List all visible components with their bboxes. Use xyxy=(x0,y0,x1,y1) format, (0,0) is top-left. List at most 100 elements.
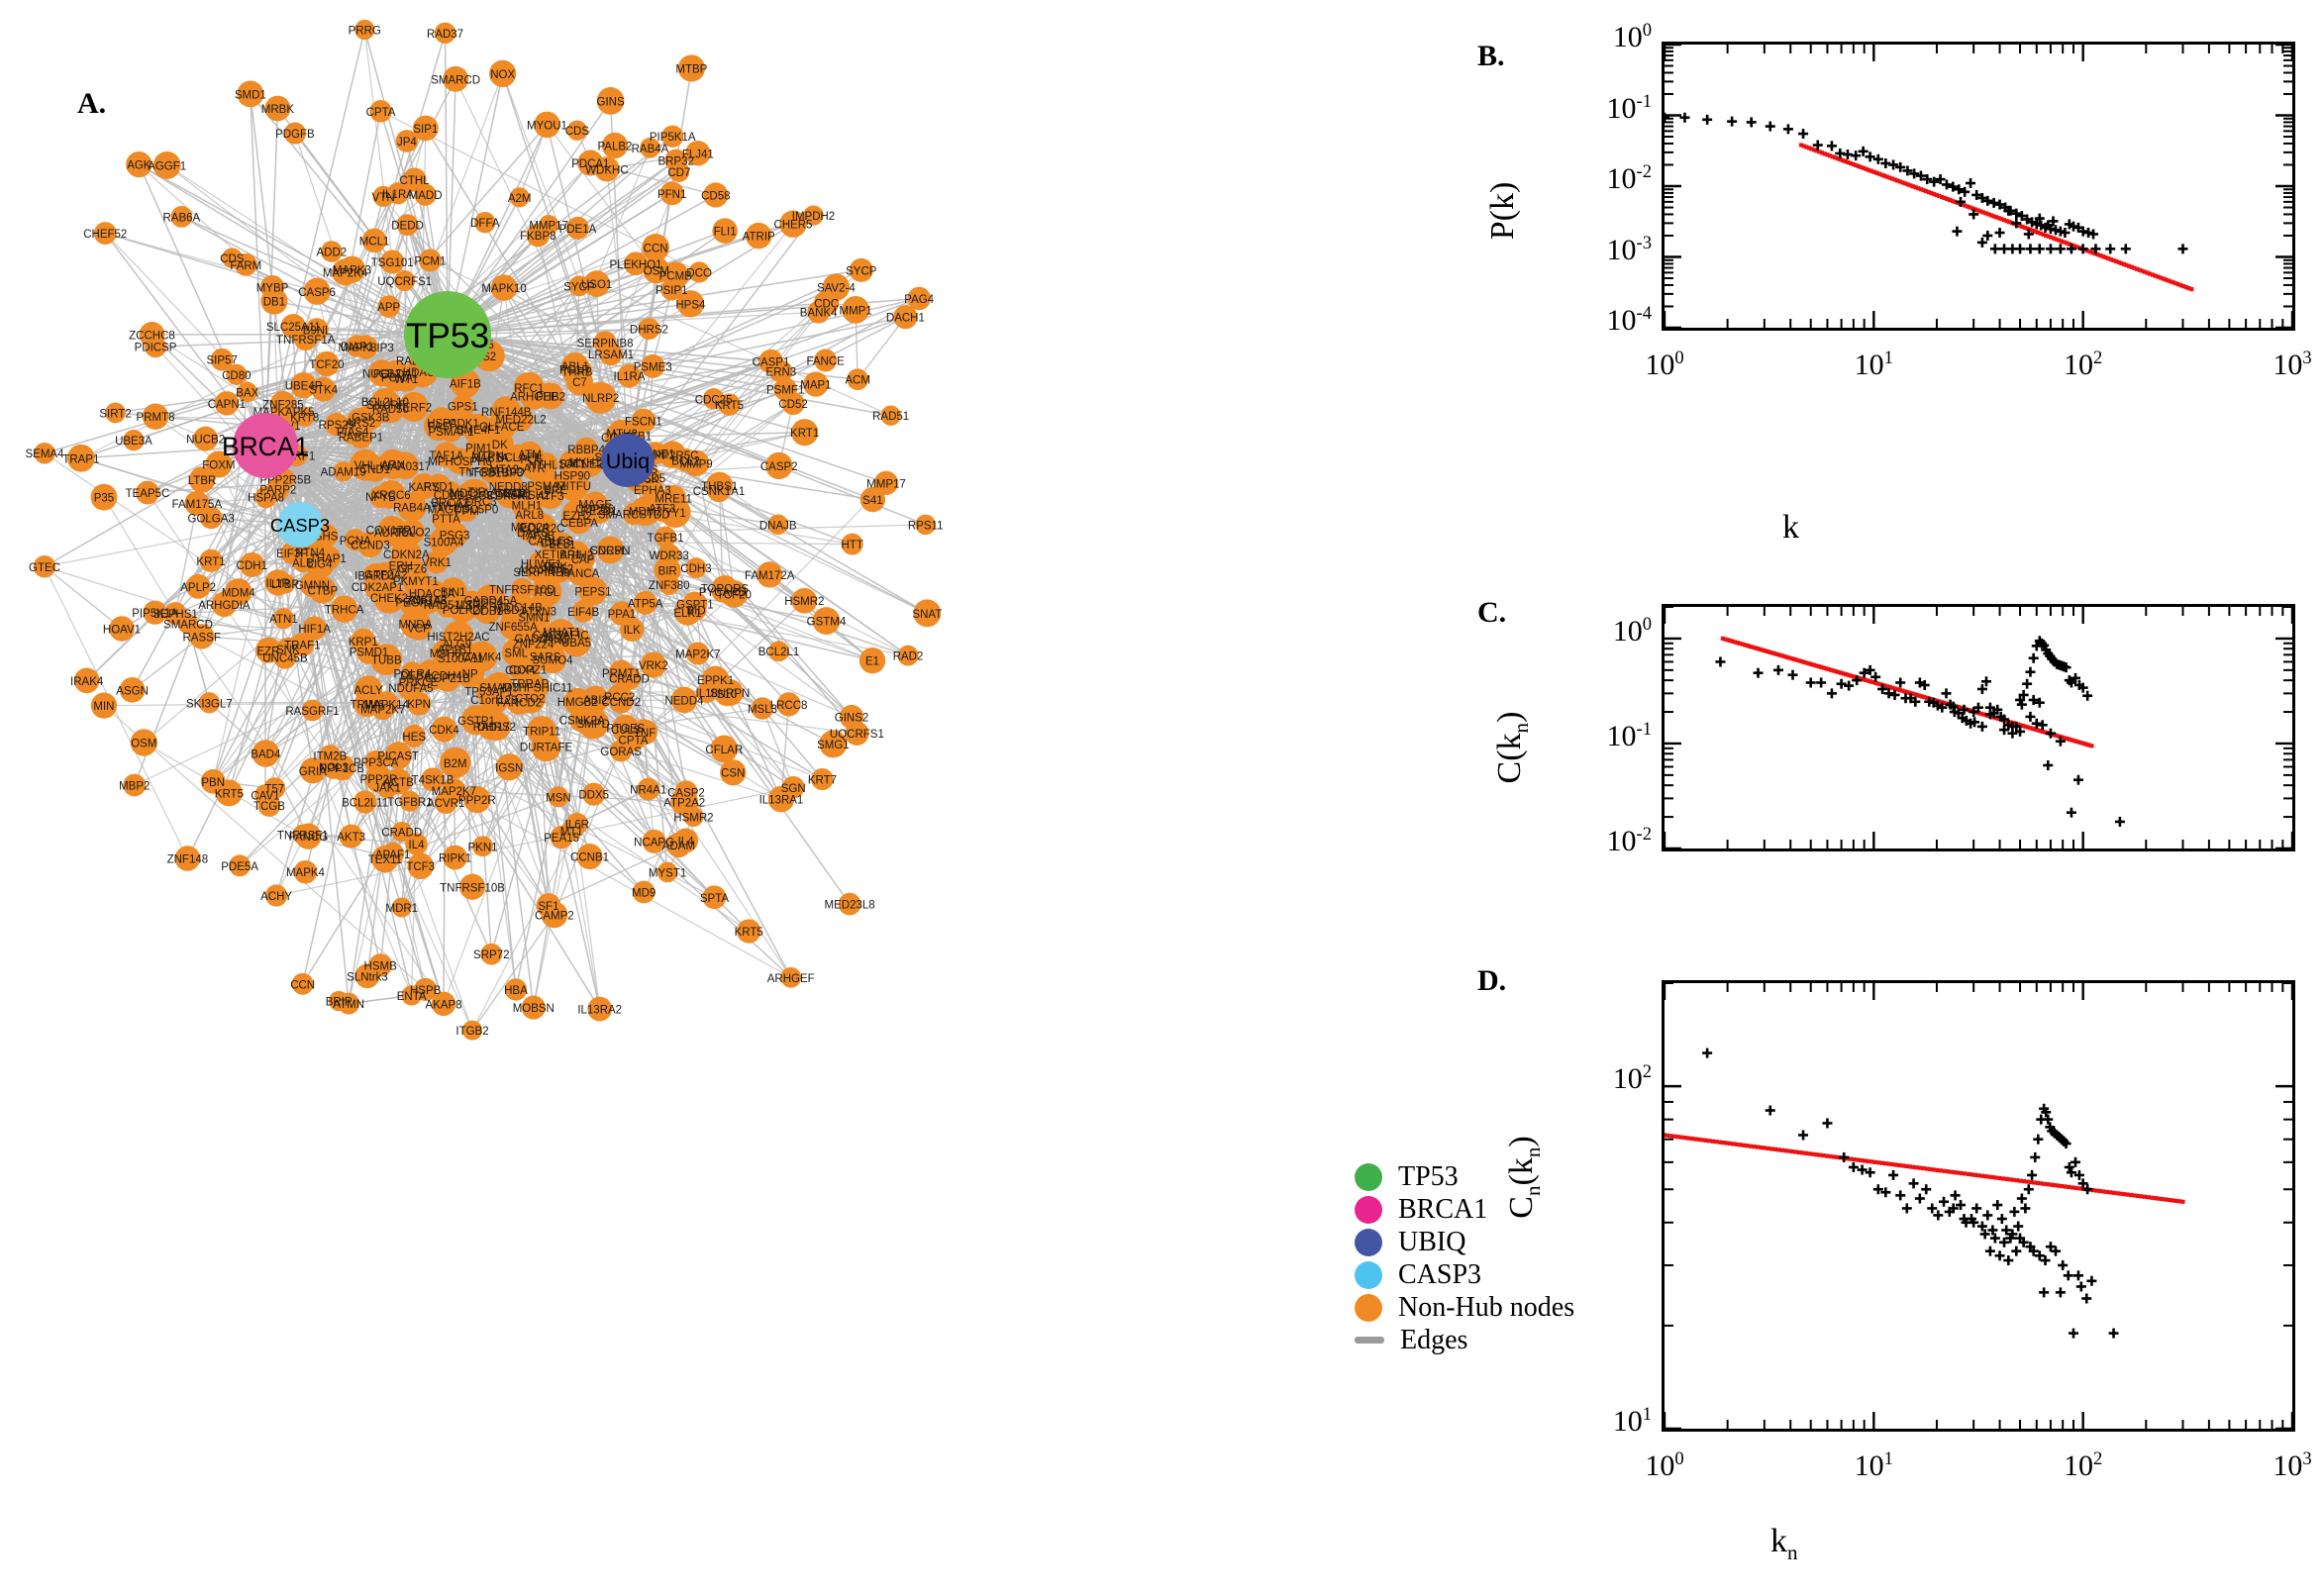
svg-text:USP2: USP2 xyxy=(456,600,486,612)
svg-text:SMG1: SMG1 xyxy=(817,740,850,751)
svg-text:RPS29: RPS29 xyxy=(319,420,354,432)
svg-text:GTF2A2: GTF2A2 xyxy=(364,570,407,582)
panel-b-plot-area xyxy=(1662,42,2295,331)
svg-text:PPP3CA: PPP3CA xyxy=(354,757,399,769)
svg-text:NEDD8: NEDD8 xyxy=(489,482,528,494)
svg-text:BIN1: BIN1 xyxy=(441,587,466,599)
svg-text:TNF: TNF xyxy=(634,728,656,740)
svg-text:TRIP11: TRIP11 xyxy=(523,726,560,738)
svg-text:RABEP1: RABEP1 xyxy=(339,432,383,444)
svg-text:DNAJB: DNAJB xyxy=(759,520,797,532)
svg-text:SMD1: SMD1 xyxy=(235,89,266,101)
network-node-labels: ARL8 TAF1A ATP5A MAGE MDC1AA DHRS2 ALG9 RNF144B… xyxy=(26,26,944,1039)
svg-text:CDX1: CDX1 xyxy=(434,490,464,502)
svg-text:MAPK14: MAPK14 xyxy=(364,699,410,711)
legend-label: TP53 xyxy=(1398,1160,1459,1192)
panel-d-neighbor-connectivity: D. Cn(kn) kn 102 101 100 101 102 103 xyxy=(1456,950,2323,1596)
svg-text:CASP6: CASP6 xyxy=(298,287,336,299)
svg-text:CHER5: CHER5 xyxy=(773,220,812,232)
svg-text:COX17P1: COX17P1 xyxy=(366,525,418,537)
svg-text:PIN1: PIN1 xyxy=(543,636,568,648)
svg-text:NOL3: NOL3 xyxy=(319,762,349,774)
svg-text:RASGRF1: RASGRF1 xyxy=(285,706,339,718)
svg-text:KRT1: KRT1 xyxy=(196,556,225,568)
svg-text:NUCB2: NUCB2 xyxy=(186,435,225,447)
svg-text:AURKA: AURKA xyxy=(374,528,414,540)
svg-text:IL1RA: IL1RA xyxy=(614,371,646,383)
panel-d-ylabel: Cn(kn) xyxy=(1503,1136,1545,1219)
svg-text:TERF2: TERF2 xyxy=(396,402,432,414)
svg-text:IL13RA1: IL13RA1 xyxy=(759,795,804,807)
color-swatch-tp53 xyxy=(1355,1162,1382,1191)
svg-text:IL18: IL18 xyxy=(696,688,718,700)
svg-text:MMP1: MMP1 xyxy=(839,305,871,317)
svg-text:UQCRFS1: UQCRFS1 xyxy=(830,729,884,741)
svg-text:MAP2K7: MAP2K7 xyxy=(360,704,405,716)
svg-text:IMPDH2: IMPDH2 xyxy=(792,211,835,223)
svg-text:AKAP8: AKAP8 xyxy=(518,565,555,577)
svg-text:SERPINB8: SERPINB8 xyxy=(577,338,634,349)
svg-text:SEMA4: SEMA4 xyxy=(26,449,65,460)
svg-text:AGK: AGK xyxy=(127,160,152,172)
svg-text:E1: E1 xyxy=(865,656,879,668)
svg-text:PARP2: PARP2 xyxy=(259,484,296,496)
svg-text:T4SK1B: T4SK1B xyxy=(412,775,454,787)
svg-text:SKI3GL7: SKI3GL7 xyxy=(186,698,233,710)
svg-text:PC1R: PC1R xyxy=(559,365,590,377)
svg-text:PTTA: PTTA xyxy=(432,514,460,526)
svg-text:MLS2: MLS2 xyxy=(544,563,573,575)
svg-text:PEA15: PEA15 xyxy=(544,833,579,845)
svg-text:CFLAR: CFLAR xyxy=(705,745,743,756)
svg-text:APLP2: APLP2 xyxy=(180,582,216,594)
svg-text:MAGE: MAGE xyxy=(578,499,612,511)
svg-text:MIN: MIN xyxy=(93,701,114,713)
svg-text:COPS6: COPS6 xyxy=(575,504,614,516)
svg-text:MAPK4: MAPK4 xyxy=(286,867,326,879)
svg-text:SPTA: SPTA xyxy=(700,893,730,905)
svg-text:TNFRSF1: TNFRSF1 xyxy=(277,830,329,842)
panel-c-ytick-0: 100 xyxy=(1612,613,1652,648)
legend-item-non-hub-nodes: Non-Hub nodes xyxy=(1355,1291,1582,1324)
hub-node-tp53 xyxy=(404,291,491,378)
svg-text:ORC3: ORC3 xyxy=(465,496,497,508)
svg-text:GMNN: GMNN xyxy=(295,580,330,592)
svg-text:GOLGA3: GOLGA3 xyxy=(188,513,235,525)
svg-text:CPTA: CPTA xyxy=(619,735,649,747)
svg-text:DFFA: DFFA xyxy=(470,218,500,230)
svg-text:IL6R: IL6R xyxy=(565,819,589,831)
panel-b-ytick-1: 10-1 xyxy=(1606,90,1653,125)
svg-text:BCL2L10: BCL2L10 xyxy=(361,397,409,409)
svg-text:SF1: SF1 xyxy=(538,901,558,913)
svg-text:CCND3: CCND3 xyxy=(351,541,390,552)
svg-text:YWHAE: YWHAE xyxy=(430,501,472,513)
svg-text:RAB6A: RAB6A xyxy=(162,212,200,224)
svg-text:IL13RA2: IL13RA2 xyxy=(577,1005,622,1017)
svg-text:SMARCD: SMARCD xyxy=(431,74,480,86)
svg-text:SAT1: SAT1 xyxy=(558,458,586,470)
svg-text:UQCRFS1: UQCRFS1 xyxy=(377,276,432,288)
svg-text:CAMK4: CAMK4 xyxy=(462,652,502,664)
svg-text:VRK1: VRK1 xyxy=(422,557,452,569)
svg-text:PPM: PPM xyxy=(454,506,479,518)
svg-text:CDK2AP1: CDK2AP1 xyxy=(352,582,403,594)
svg-text:TSG101: TSG101 xyxy=(371,257,414,269)
panel-b-xtick-0: 100 xyxy=(1645,348,1684,381)
svg-text:RIPK1: RIPK1 xyxy=(439,853,471,865)
svg-text:AIF1B: AIF1B xyxy=(450,379,481,391)
svg-text:MNDA: MNDA xyxy=(399,619,433,631)
svg-text:PSME3: PSME3 xyxy=(634,361,672,373)
network-hub-nodes: TP53 BRCA1 Ubiq CASP3 xyxy=(222,291,655,548)
svg-text:PRK: PRK xyxy=(544,562,567,574)
svg-text:PEGR1: PEGR1 xyxy=(395,598,434,610)
svg-text:COPZ1B: COPZ1B xyxy=(425,673,470,685)
svg-text:KRT5: KRT5 xyxy=(215,788,244,800)
svg-text:T57: T57 xyxy=(264,784,284,796)
svg-text:BIR: BIR xyxy=(658,565,677,577)
hub-label-ubiq: Ubiq xyxy=(606,449,650,473)
svg-text:SMARCD: SMARCD xyxy=(163,620,213,632)
svg-text:ZNF380: ZNF380 xyxy=(649,580,690,592)
svg-text:RAB1A: RAB1A xyxy=(471,453,509,465)
svg-text:PKMYT1: PKMYT1 xyxy=(393,576,439,588)
svg-text:MG1: MG1 xyxy=(498,489,523,501)
svg-text:ILK: ILK xyxy=(624,625,642,637)
